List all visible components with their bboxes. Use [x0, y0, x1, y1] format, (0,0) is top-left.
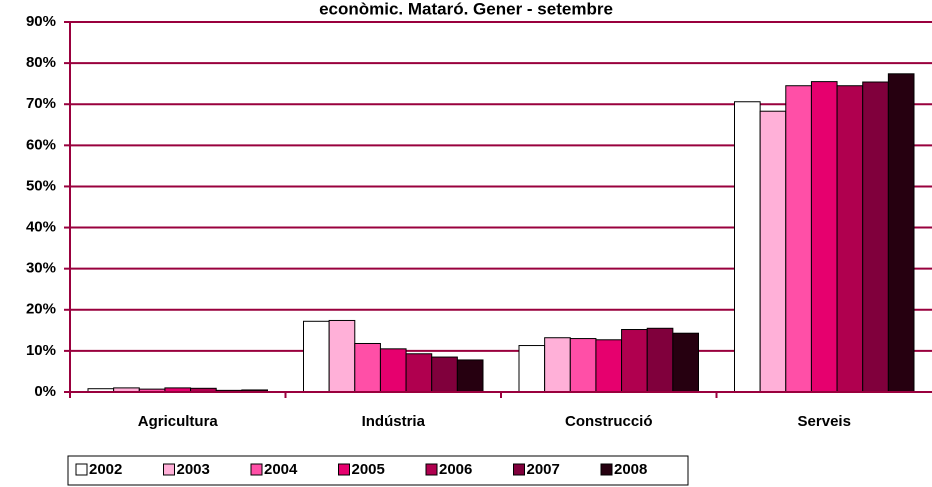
bar: [456, 359, 484, 393]
bar: [646, 327, 674, 393]
bar: [405, 353, 433, 393]
legend-swatch: [513, 463, 525, 476]
y-tick-label: 90%: [26, 13, 56, 30]
y-tick-label: 80%: [26, 54, 56, 71]
chart-title: econòmic. Mataró. Gener - setembre: [319, 0, 613, 18]
bar: [759, 110, 787, 393]
y-tick-label: 70%: [26, 95, 56, 112]
bar: [810, 81, 838, 393]
legend-swatch: [75, 463, 88, 476]
y-tick-label: 50%: [26, 177, 56, 194]
bar: [544, 337, 571, 393]
legend-label: 2002: [89, 461, 122, 478]
legend-swatch: [250, 463, 263, 476]
legend-label: 2003: [177, 461, 210, 478]
y-tick-label: 20%: [26, 301, 56, 318]
bar: [734, 101, 761, 393]
legend-swatch: [338, 463, 350, 476]
legend-swatch: [163, 463, 175, 476]
legend-label: 2005: [352, 461, 385, 478]
bar: [672, 332, 699, 393]
bar: [518, 345, 546, 393]
legend-label: 2006: [439, 461, 472, 478]
legend-swatch: [425, 463, 438, 476]
bar: [431, 356, 458, 393]
x-tick-label: Agricultura: [138, 413, 219, 430]
x-tick-label: Construcció: [565, 413, 653, 430]
bar: [621, 329, 648, 393]
legend-label: 2008: [614, 461, 647, 478]
y-tick-label: 40%: [26, 219, 56, 236]
bar: [785, 85, 812, 393]
y-tick-label: 10%: [26, 342, 56, 359]
bar: [862, 81, 889, 393]
bar: [328, 319, 356, 393]
y-tick-label: 30%: [26, 260, 56, 277]
y-tick-label: 0%: [34, 383, 56, 400]
x-tick-label: Indústria: [362, 413, 426, 430]
bar: [354, 342, 381, 393]
bar: [836, 85, 864, 393]
legend-swatch: [600, 463, 613, 476]
bar: [595, 339, 623, 393]
legend-label: 2004: [264, 461, 298, 478]
bar: [303, 320, 330, 393]
y-tick-label: 60%: [26, 136, 56, 153]
bar: [569, 338, 597, 393]
bar: [379, 348, 407, 393]
legend-label: 2007: [527, 461, 560, 478]
bar: [887, 73, 915, 393]
x-tick-label: Serveis: [798, 413, 851, 430]
